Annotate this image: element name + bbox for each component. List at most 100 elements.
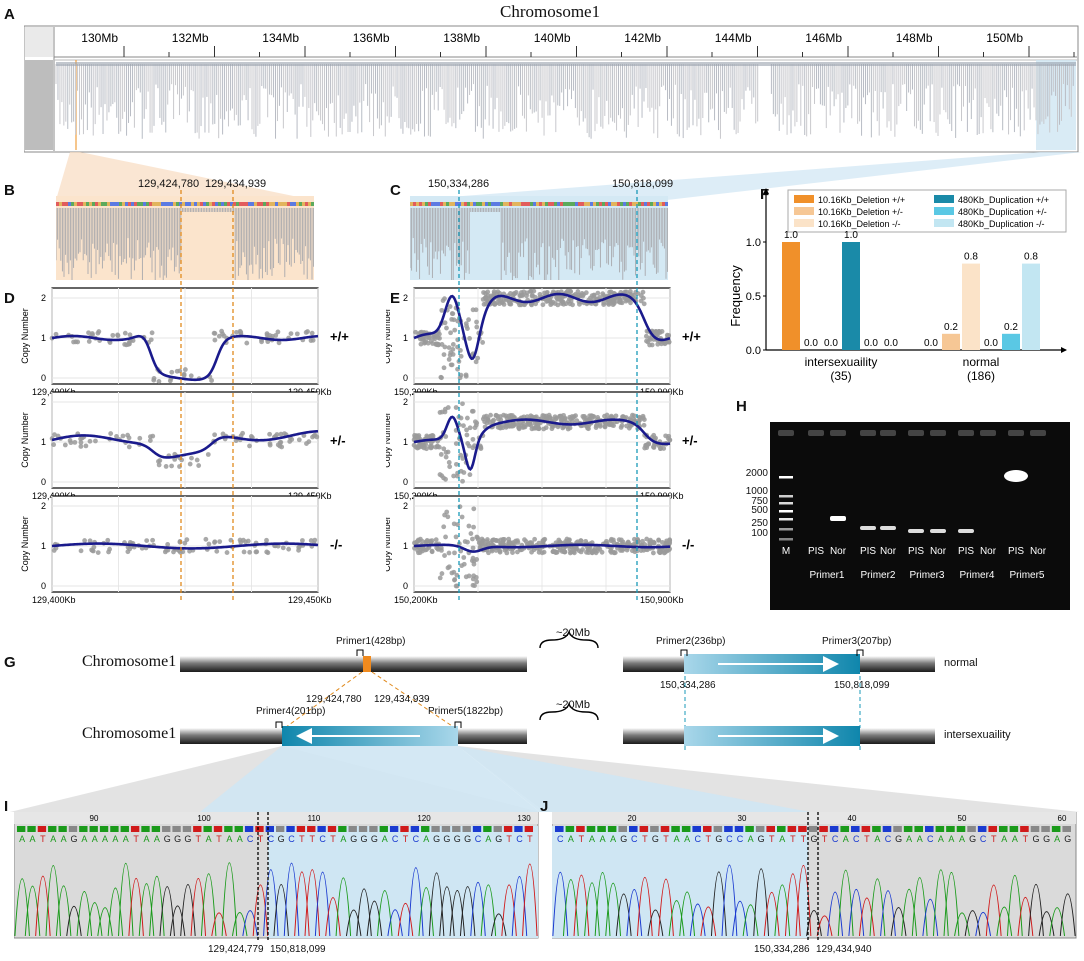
chrom-tick-label: 134Mb: [262, 31, 299, 45]
svg-text:A: A: [61, 834, 67, 844]
svg-text:G: G: [70, 834, 77, 844]
svg-text:A: A: [1054, 834, 1060, 844]
svg-text:A: A: [102, 834, 108, 844]
svg-text:T: T: [216, 834, 222, 844]
svg-text:C: C: [631, 834, 638, 844]
svg-text:A: A: [81, 834, 87, 844]
svg-text:C: C: [268, 834, 275, 844]
svg-text:+/+: +/+: [682, 329, 701, 344]
svg-text:129,450Kb: 129,450Kb: [288, 595, 332, 605]
svg-text:A: A: [748, 834, 754, 844]
primer3-label: Primer3(207bp): [822, 636, 892, 647]
chromosome-title: Chromosome1: [500, 2, 601, 21]
svg-text:480Kb_Duplication -/-: 480Kb_Duplication -/-: [958, 219, 1045, 229]
chromosome-label-inter: Chromosome1: [82, 725, 177, 742]
chromosome-label-normal: Chromosome1: [82, 653, 177, 670]
primer4-label: Primer4(201bp): [256, 706, 326, 717]
chrom-tick-label: 148Mb: [896, 31, 933, 45]
svg-text:Primer3: Primer3: [909, 570, 944, 581]
svg-text:2: 2: [403, 501, 408, 511]
svg-text:2: 2: [41, 293, 46, 303]
svg-text:130: 130: [517, 814, 531, 823]
svg-text:A: A: [959, 834, 965, 844]
svg-text:10.16Kb_Deletion -/-: 10.16Kb_Deletion -/-: [818, 219, 901, 229]
svg-text:A: A: [610, 834, 616, 844]
svg-text:A: A: [917, 834, 923, 844]
pcr-gel-image: M PIS Nor PIS Nor PIS Nor PIS Nor PIS Nor Primer1 Pr…: [770, 422, 1070, 610]
svg-text:0.8: 0.8: [964, 252, 978, 263]
svg-text:2: 2: [403, 397, 408, 407]
svg-text:A: A: [154, 834, 160, 844]
svg-text:2: 2: [41, 397, 46, 407]
ladder-size-label: 250: [751, 518, 768, 529]
svg-text:20: 20: [628, 814, 637, 823]
svg-text:+/+: +/+: [330, 329, 349, 344]
svg-text:Primer5: Primer5: [1009, 570, 1044, 581]
chrom-tick-label: 132Mb: [172, 31, 209, 45]
breakpoint-left-b: 129,424,780: [138, 178, 200, 190]
svg-text:T: T: [801, 834, 807, 844]
breakpoint-right-b: 129,434,939: [205, 178, 267, 190]
svg-text:PIS: PIS: [808, 546, 824, 557]
svg-text:480Kb_Duplication +/-: 480Kb_Duplication +/-: [958, 207, 1047, 217]
svg-text:0: 0: [41, 373, 46, 383]
svg-text:A: A: [382, 834, 388, 844]
svg-text:A: A: [50, 834, 56, 844]
svg-text:0.0: 0.0: [864, 338, 878, 349]
primer5-label: Primer5(1822bp): [428, 706, 504, 717]
svg-text:Nor: Nor: [980, 546, 997, 557]
svg-text:T: T: [864, 834, 870, 844]
svg-text:C: C: [832, 834, 839, 844]
chrom-tick-label: 146Mb: [805, 31, 842, 45]
panel-label-f: F: [760, 186, 770, 203]
breakpoint-left-c: 150,334,286: [428, 178, 490, 190]
svg-text:A: A: [143, 834, 149, 844]
svg-text:A: A: [1012, 834, 1018, 844]
chrom-tick-label: 140Mb: [534, 31, 571, 45]
svg-text:G: G: [895, 834, 902, 844]
svg-text:PIS: PIS: [860, 546, 876, 557]
svg-text:1: 1: [403, 437, 408, 447]
svg-text:Frequency: Frequency: [730, 265, 743, 327]
svg-text:G: G: [810, 834, 817, 844]
svg-text:(186): (186): [967, 369, 995, 383]
panel-label-b: B: [4, 182, 15, 199]
svg-text:0: 0: [41, 581, 46, 591]
svg-text:A: A: [948, 834, 954, 844]
svg-text:A: A: [600, 834, 606, 844]
svg-text:+/-: +/-: [682, 433, 698, 448]
chrom-tick-label: 142Mb: [624, 31, 661, 45]
svg-text:T: T: [642, 834, 648, 844]
chromosome-overview-track: 130Mb 132Mb 134Mb 136Mb 138Mb 140Mb 142Mb 144Mb…: [24, 25, 1079, 153]
svg-text:0.2: 0.2: [944, 322, 958, 333]
svg-text:G: G: [361, 834, 368, 844]
structural-variant-schematic: [10, 630, 1080, 812]
svg-text:A: A: [589, 834, 595, 844]
svg-text:A: A: [340, 834, 346, 844]
svg-text:G: G: [758, 834, 765, 844]
svg-text:C: C: [247, 834, 254, 844]
svg-text:0.0: 0.0: [824, 338, 838, 349]
svg-text:Copy Number: Copy Number: [20, 308, 30, 364]
svg-text:+/-: +/-: [330, 433, 346, 448]
svg-text:-/-: -/-: [330, 537, 342, 552]
svg-text:G: G: [1032, 834, 1039, 844]
svg-text:A: A: [112, 834, 118, 844]
svg-text:G: G: [1064, 834, 1071, 844]
svg-text:T: T: [663, 834, 669, 844]
j-breakpoint-right: 129,434,940: [816, 944, 872, 955]
primer1-label: Primer1(428bp): [336, 636, 406, 647]
svg-text:Primer1: Primer1: [809, 570, 844, 581]
svg-text:C: C: [853, 834, 860, 844]
svg-text:1: 1: [403, 541, 408, 551]
svg-text:G: G: [174, 834, 181, 844]
svg-text:G: G: [433, 834, 440, 844]
svg-text:C: C: [927, 834, 934, 844]
svg-text:G: G: [620, 834, 627, 844]
svg-text:Copy Number: Copy Number: [20, 516, 30, 572]
svg-text:T: T: [506, 834, 512, 844]
ladder-size-label: 500: [751, 505, 768, 516]
svg-text:10.16Kb_Deletion +/+: 10.16Kb_Deletion +/+: [818, 195, 905, 205]
svg-text:A: A: [123, 834, 129, 844]
chrom-tick-label: 130Mb: [81, 31, 118, 45]
